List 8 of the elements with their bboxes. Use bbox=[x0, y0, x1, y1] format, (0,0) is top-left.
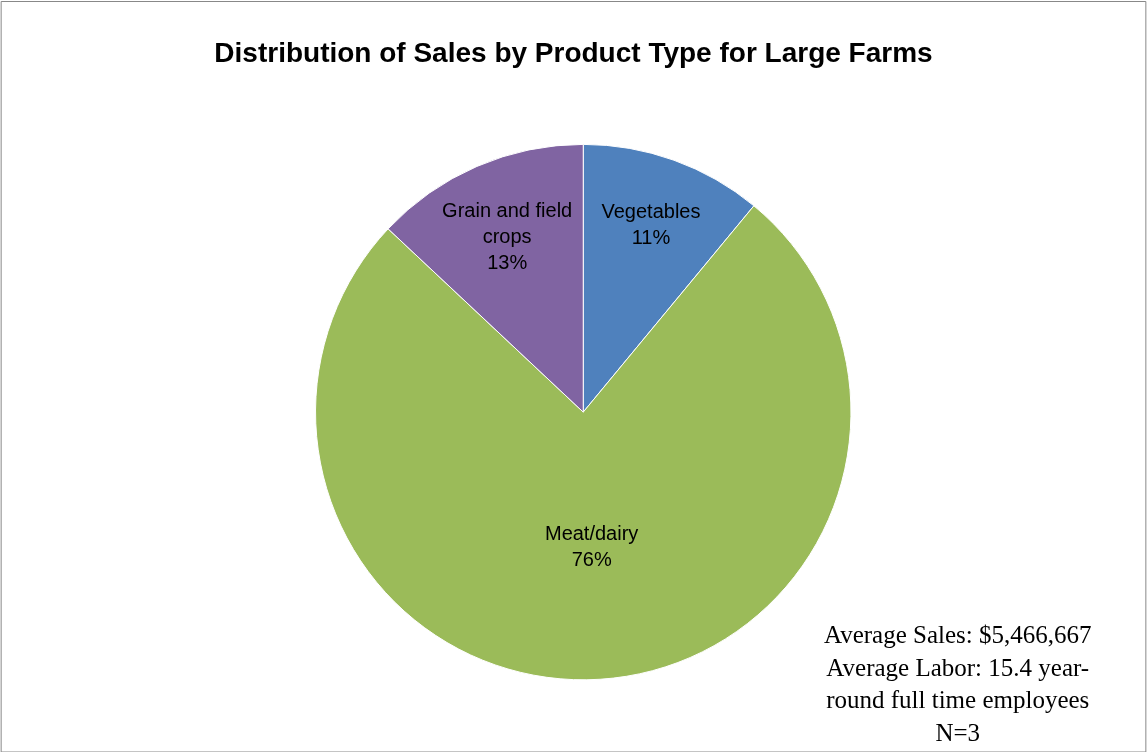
data-label: 76% bbox=[571, 547, 612, 570]
slice-label: Grain and field crops bbox=[442, 199, 573, 248]
text: Average Sales: $5,466,667 Average Labor: 15.4 year- round full time employees N=3 bbox=[824, 621, 1092, 746]
chart-title: Distribution of Sales by Product Type for Large Farms bbox=[214, 37, 933, 69]
slice-label: Meat/dairy bbox=[544, 521, 639, 544]
data-label: 11% bbox=[631, 225, 671, 248]
slice-label: Vegetables bbox=[601, 199, 701, 222]
data-label: 13% bbox=[487, 251, 528, 274]
